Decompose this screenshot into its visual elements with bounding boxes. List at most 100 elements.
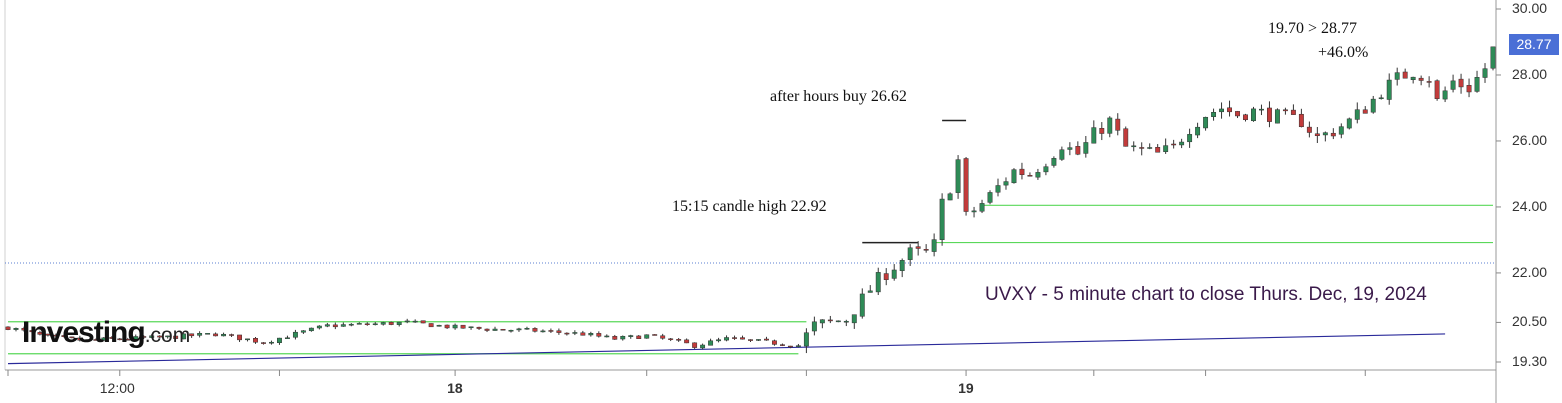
x-tick-label: 19: [958, 380, 974, 396]
candle-body: [1011, 169, 1017, 184]
candle-body: [1003, 181, 1009, 186]
candle-body: [756, 339, 761, 341]
candle-body: [668, 338, 674, 341]
x-tick-label: 12:00: [99, 380, 135, 396]
candle-body: [1450, 80, 1456, 90]
candle-body: [412, 320, 418, 323]
candle-body: [1219, 108, 1224, 113]
candle-body: [109, 337, 115, 339]
candle-body: [1306, 126, 1312, 133]
candle-body: [883, 273, 889, 280]
candle-body: [1466, 85, 1472, 93]
candle-body: [1171, 143, 1177, 146]
candle-body: [1394, 72, 1400, 80]
candle-body: [1067, 147, 1073, 150]
candle-body: [500, 328, 506, 331]
candle-body: [292, 331, 298, 338]
candle-body: [803, 332, 809, 347]
annotation-candle-high: 15:15 candle high 22.92: [672, 198, 827, 215]
candle-body: [1107, 117, 1113, 134]
candle-body: [484, 328, 490, 331]
candle-body: [261, 342, 266, 344]
candle-body: [915, 246, 921, 249]
candle-body: [947, 193, 953, 201]
candle-body: [1490, 46, 1496, 69]
candle-body: [684, 339, 690, 344]
candle-body: [173, 335, 179, 339]
candle-body: [867, 290, 873, 293]
candle-body: [971, 210, 977, 213]
candle-body: [740, 337, 745, 340]
candle-body: [1091, 127, 1097, 144]
y-tick-label: 22.00: [1512, 263, 1548, 280]
candle-body: [380, 322, 386, 325]
candle-body: [1298, 113, 1304, 128]
candle-body: [253, 338, 258, 343]
candle-body: [205, 333, 211, 335]
candle-body: [1227, 107, 1232, 113]
candle-body: [596, 333, 602, 337]
candle-body: [811, 321, 817, 332]
candle-body: [1043, 166, 1049, 173]
candle-body: [1075, 146, 1081, 155]
candle-body: [979, 203, 985, 212]
y-tick-label: 20.50: [1512, 313, 1548, 330]
last-price-tag: 28.77: [1509, 34, 1559, 55]
candle-body: [628, 335, 634, 337]
candle-body: [69, 336, 75, 339]
candle-body: [1322, 132, 1328, 136]
candle-body: [133, 336, 139, 340]
trend-line: [7, 333, 1446, 365]
candle-body: [165, 335, 171, 338]
candle-body: [476, 326, 482, 329]
annotation-change-prices: 19.70 > 28.77: [1268, 20, 1358, 37]
candle-body: [1402, 71, 1408, 79]
candle-body: [101, 337, 107, 341]
candle-body: [1346, 118, 1352, 129]
candle-body: [1139, 147, 1145, 149]
candle-body: [221, 333, 227, 337]
candle-body: [1338, 126, 1344, 135]
candle-body: [340, 324, 346, 327]
candle-body: [1211, 112, 1217, 117]
candle-body: [1163, 145, 1169, 152]
candle-body: [1035, 172, 1041, 178]
candle-body: [13, 328, 19, 330]
candle-body: [1354, 109, 1360, 120]
candle-body: [420, 320, 426, 324]
candle-body: [532, 328, 538, 332]
y-tick-label: 26.00: [1512, 131, 1548, 148]
candle-body: [851, 314, 857, 324]
candle-body: [963, 158, 969, 212]
candle-body: [189, 333, 195, 337]
candle-body: [899, 260, 905, 271]
candle-body: [149, 335, 155, 338]
candle-body: [875, 272, 881, 293]
candle-body: [1378, 97, 1384, 100]
candle-body: [1418, 77, 1424, 81]
candle-body: [907, 247, 913, 260]
candle-body: [819, 319, 825, 324]
candle-body: [1370, 98, 1376, 113]
investing-logo: Investing.com: [22, 316, 191, 349]
candle-body: [1019, 168, 1025, 175]
candle-body: [5, 326, 11, 330]
candle-body: [1274, 109, 1280, 124]
candle-body: [660, 335, 666, 339]
candle-body: [1195, 126, 1201, 136]
candle-body: [452, 324, 458, 329]
candle-body: [644, 334, 650, 339]
candle-body: [181, 333, 187, 340]
candle-body: [1386, 79, 1392, 100]
candle-body: [308, 327, 314, 332]
candle-body: [676, 339, 682, 341]
candle-body: [564, 332, 570, 335]
candle-body: [348, 323, 354, 326]
candle-body: [1251, 108, 1256, 122]
candle-body: [1123, 128, 1129, 147]
candle-body: [356, 323, 362, 325]
candle-body: [444, 324, 450, 329]
candle-body: [93, 339, 99, 341]
candle-body: [580, 332, 586, 336]
